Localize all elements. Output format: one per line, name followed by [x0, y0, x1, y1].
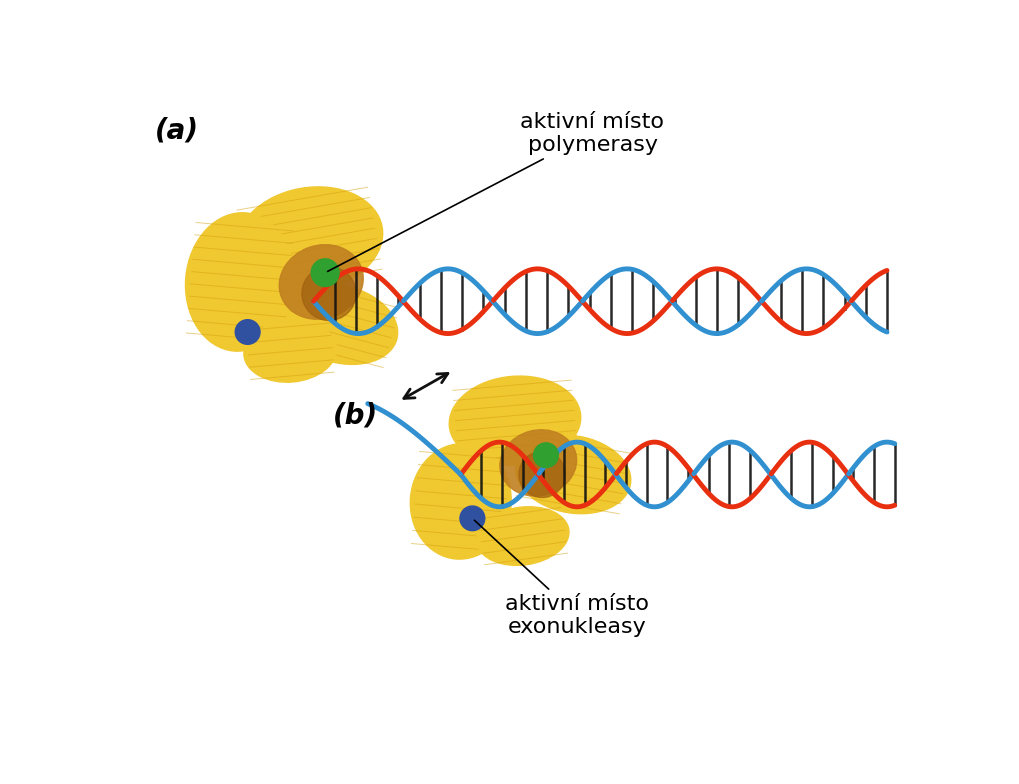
Text: aktivní místo
polymerasy: aktivní místo polymerasy [327, 111, 663, 271]
Ellipse shape [279, 245, 363, 319]
Ellipse shape [236, 187, 382, 292]
Circle shape [533, 443, 557, 467]
Ellipse shape [476, 506, 569, 565]
Text: aktivní místo
exonukleasy: aktivní místo exonukleasy [474, 521, 648, 637]
Ellipse shape [448, 376, 580, 465]
Circle shape [460, 506, 484, 531]
Ellipse shape [499, 430, 576, 496]
Ellipse shape [515, 435, 630, 514]
Circle shape [235, 320, 260, 344]
Ellipse shape [244, 321, 336, 383]
Ellipse shape [519, 452, 565, 498]
Ellipse shape [185, 212, 293, 351]
Text: (b): (b) [332, 401, 378, 430]
Text: (a): (a) [155, 116, 199, 144]
Circle shape [311, 259, 338, 287]
Ellipse shape [302, 267, 356, 321]
Ellipse shape [283, 285, 397, 365]
Ellipse shape [410, 444, 511, 559]
